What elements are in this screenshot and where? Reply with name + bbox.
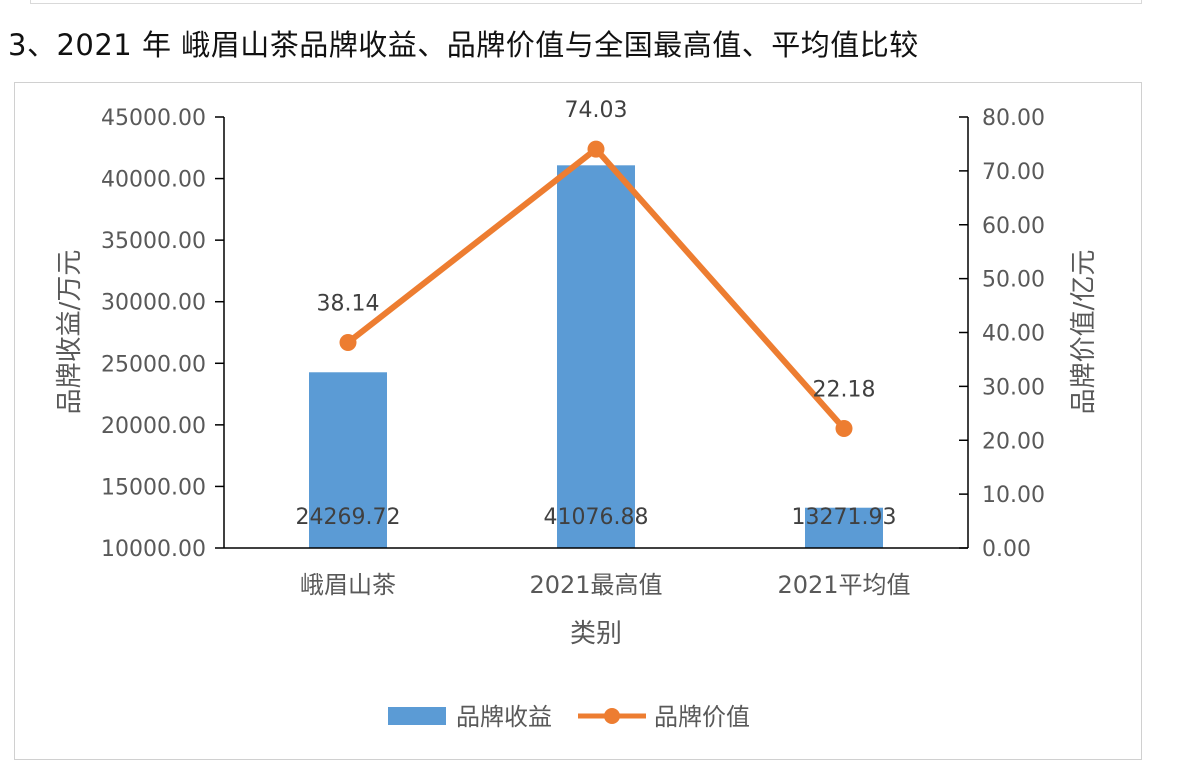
left-tick-label: 35000.00 [101, 229, 206, 254]
line-series [339, 140, 853, 438]
right-tick-label: 70.00 [982, 160, 1045, 185]
bar [805, 507, 883, 548]
left-axis-title: 品牌收益/万元 [55, 250, 85, 415]
category-label: 峨眉山茶 [300, 571, 396, 599]
right-tick-label: 30.00 [982, 375, 1045, 400]
data-labels: 24269.72 41076.88 13271.93 38.14 74.03 22.18 [296, 98, 897, 530]
legend-swatch-marker [604, 708, 620, 724]
line-value-label: 38.14 [317, 292, 380, 317]
right-tick-label: 40.00 [982, 322, 1045, 347]
line-point [587, 140, 605, 158]
bar [309, 372, 387, 548]
bar [557, 165, 635, 548]
chart-frame [14, 82, 1142, 760]
bar-value-label: 24269.72 [296, 505, 401, 530]
left-tick-label: 10000.00 [101, 537, 206, 562]
right-tick-label: 60.00 [982, 214, 1045, 239]
legend-swatch-bar [388, 707, 446, 725]
right-tick-label: 20.00 [982, 429, 1045, 454]
left-tick-label: 40000.00 [101, 168, 206, 193]
left-tick-label: 30000.00 [101, 291, 206, 316]
line-point [835, 420, 853, 438]
legend-label-line: 品牌价值 [654, 703, 750, 731]
line-value-label: 22.18 [813, 378, 876, 403]
category-label: 2021最高值 [529, 571, 662, 599]
left-tick-label: 20000.00 [101, 414, 206, 439]
section-title: 3、2021 年 峨眉山茶品牌收益、品牌价值与全国最高值、平均值比较 [8, 28, 919, 62]
legend-label-bar: 品牌收益 [456, 703, 552, 731]
line-point [339, 334, 357, 352]
right-tick-label: 80.00 [982, 106, 1045, 131]
right-axis-title: 品牌价值/亿元 [1069, 250, 1099, 415]
right-axis: 0.00 10.00 20.00 30.00 40.00 50.00 60.00 70.00 8… [959, 106, 1045, 562]
right-tick-label: 50.00 [982, 268, 1045, 293]
bar-series [224, 165, 968, 549]
left-tick-label: 25000.00 [101, 352, 206, 377]
line-value-label: 74.03 [565, 98, 628, 123]
right-tick-label: 0.00 [982, 537, 1031, 562]
left-tick-label: 45000.00 [101, 106, 206, 131]
left-axis: 10000.00 15000.00 20000.00 25000.00 30000.00… [101, 106, 225, 562]
right-tick-label: 10.00 [982, 483, 1045, 508]
x-axis-title: 类别 [570, 619, 622, 649]
left-tick-label: 15000.00 [101, 475, 206, 500]
legend: 品牌收益 品牌价值 [388, 703, 750, 731]
bar-value-label: 41076.88 [544, 505, 649, 530]
bar-value-label: 13271.93 [792, 505, 897, 530]
category-label: 2021平均值 [777, 571, 910, 599]
top-rule [30, 0, 1142, 4]
category-labels: 峨眉山茶 2021最高值 2021平均值 [300, 571, 911, 599]
